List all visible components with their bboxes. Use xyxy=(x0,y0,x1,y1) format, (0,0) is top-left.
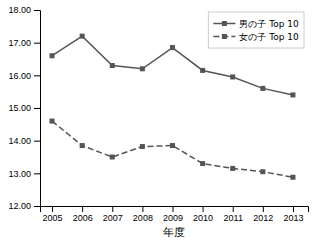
series-marker xyxy=(290,92,295,97)
y-tick-label: 13.00 xyxy=(8,169,31,179)
x-tick-mark xyxy=(172,206,173,212)
series-marker xyxy=(230,166,235,171)
legend-marker xyxy=(222,34,227,39)
series-marker xyxy=(110,155,115,160)
x-tick-mark xyxy=(82,206,83,212)
series-marker xyxy=(80,143,85,148)
x-tick-label: 2005 xyxy=(43,213,63,223)
series-marker xyxy=(140,66,145,71)
y-tick-mark xyxy=(34,108,40,109)
series-marker xyxy=(200,161,205,166)
x-tick-label: 2009 xyxy=(163,213,183,223)
y-tick-label: 14.00 xyxy=(8,136,31,146)
x-tick-label: 2012 xyxy=(253,213,273,223)
y-tick: 14.00 xyxy=(8,136,40,146)
y-tick-mark xyxy=(34,75,40,76)
series-marker xyxy=(140,144,145,149)
x-tick-label: 2007 xyxy=(103,213,123,223)
series-marker xyxy=(80,34,85,39)
legend-label: 男の子 Top 10 xyxy=(239,19,299,29)
x-tick-mark xyxy=(263,206,264,212)
x-tick: 2013 xyxy=(283,206,303,223)
series-marker xyxy=(230,74,235,79)
x-tick-mark xyxy=(293,206,294,212)
series-marker xyxy=(50,119,55,124)
x-tick-label: 2008 xyxy=(133,213,153,223)
x-tick-mark xyxy=(233,206,234,212)
x-tick-label: 2006 xyxy=(73,213,93,223)
y-tick-label: 16.00 xyxy=(8,71,31,81)
legend: 男の子 Top 10 女の子 Top 10 xyxy=(208,12,304,48)
legend-frame xyxy=(208,12,304,48)
x-tick: 2009 xyxy=(163,206,183,223)
series-marker xyxy=(170,45,175,50)
legend-label: 女の子 Top 10 xyxy=(239,32,299,42)
x-axis: 2005 2006 2007 2008 2009 2010 2011 2012 2013 xyxy=(41,206,309,223)
series-marker xyxy=(170,143,175,148)
x-tick-label: 2011 xyxy=(224,213,243,223)
series-marker xyxy=(260,86,265,91)
y-tick: 16.00 xyxy=(8,71,40,81)
x-tick-label: 2013 xyxy=(283,213,303,223)
y-tick-label: 17.00 xyxy=(8,38,31,48)
x-tick: 2007 xyxy=(103,206,123,223)
x-tick-label: 2010 xyxy=(193,213,213,223)
y-axis: 12.00 13.00 14.00 15.00 16.00 17.00 18.00 xyxy=(8,5,40,211)
x-axis-title: 年度 xyxy=(163,226,185,239)
y-tick-mark xyxy=(34,141,40,142)
x-tick: 2011 xyxy=(224,206,243,223)
x-axis-line xyxy=(41,207,309,213)
x-tick: 2012 xyxy=(253,206,273,223)
y-tick-mark xyxy=(34,206,40,207)
legend-item: 男の子 Top 10 xyxy=(213,19,299,29)
y-tick: 18.00 xyxy=(8,5,40,15)
y-tick-mark xyxy=(34,173,40,174)
y-tick-mark xyxy=(34,10,40,11)
x-tick-mark xyxy=(142,206,143,212)
series-marker xyxy=(260,169,265,174)
y-axis-line xyxy=(34,11,41,207)
x-tick-mark xyxy=(52,206,53,212)
legend-marker xyxy=(222,21,227,26)
x-tick: 2008 xyxy=(133,206,153,223)
series-group xyxy=(50,34,296,180)
x-tick: 2005 xyxy=(43,206,63,223)
series-marker xyxy=(200,68,205,73)
x-tick-mark xyxy=(112,206,113,212)
series-marker xyxy=(110,63,115,68)
y-tick-label: 12.00 xyxy=(8,201,31,211)
series-marker xyxy=(50,53,55,58)
chart: 2005 2006 2007 2008 2009 2010 2011 2012 2013 12.0… xyxy=(0,0,320,240)
x-tick: 2006 xyxy=(73,206,93,223)
y-tick-label: 15.00 xyxy=(8,103,31,113)
x-tick: 2010 xyxy=(193,206,213,223)
series-line xyxy=(52,121,293,177)
y-tick: 17.00 xyxy=(8,38,40,48)
x-tick-mark xyxy=(203,206,204,212)
legend-item: 女の子 Top 10 xyxy=(213,32,299,42)
y-tick-label: 18.00 xyxy=(8,5,31,15)
y-tick: 15.00 xyxy=(8,103,40,113)
y-tick: 12.00 xyxy=(8,201,40,211)
y-tick: 13.00 xyxy=(8,169,40,179)
series-marker xyxy=(290,175,295,180)
series xyxy=(50,119,296,180)
plot-area: 2005 2006 2007 2008 2009 2010 2011 2012 2013 12.0… xyxy=(8,5,308,223)
y-tick-mark xyxy=(34,43,40,44)
